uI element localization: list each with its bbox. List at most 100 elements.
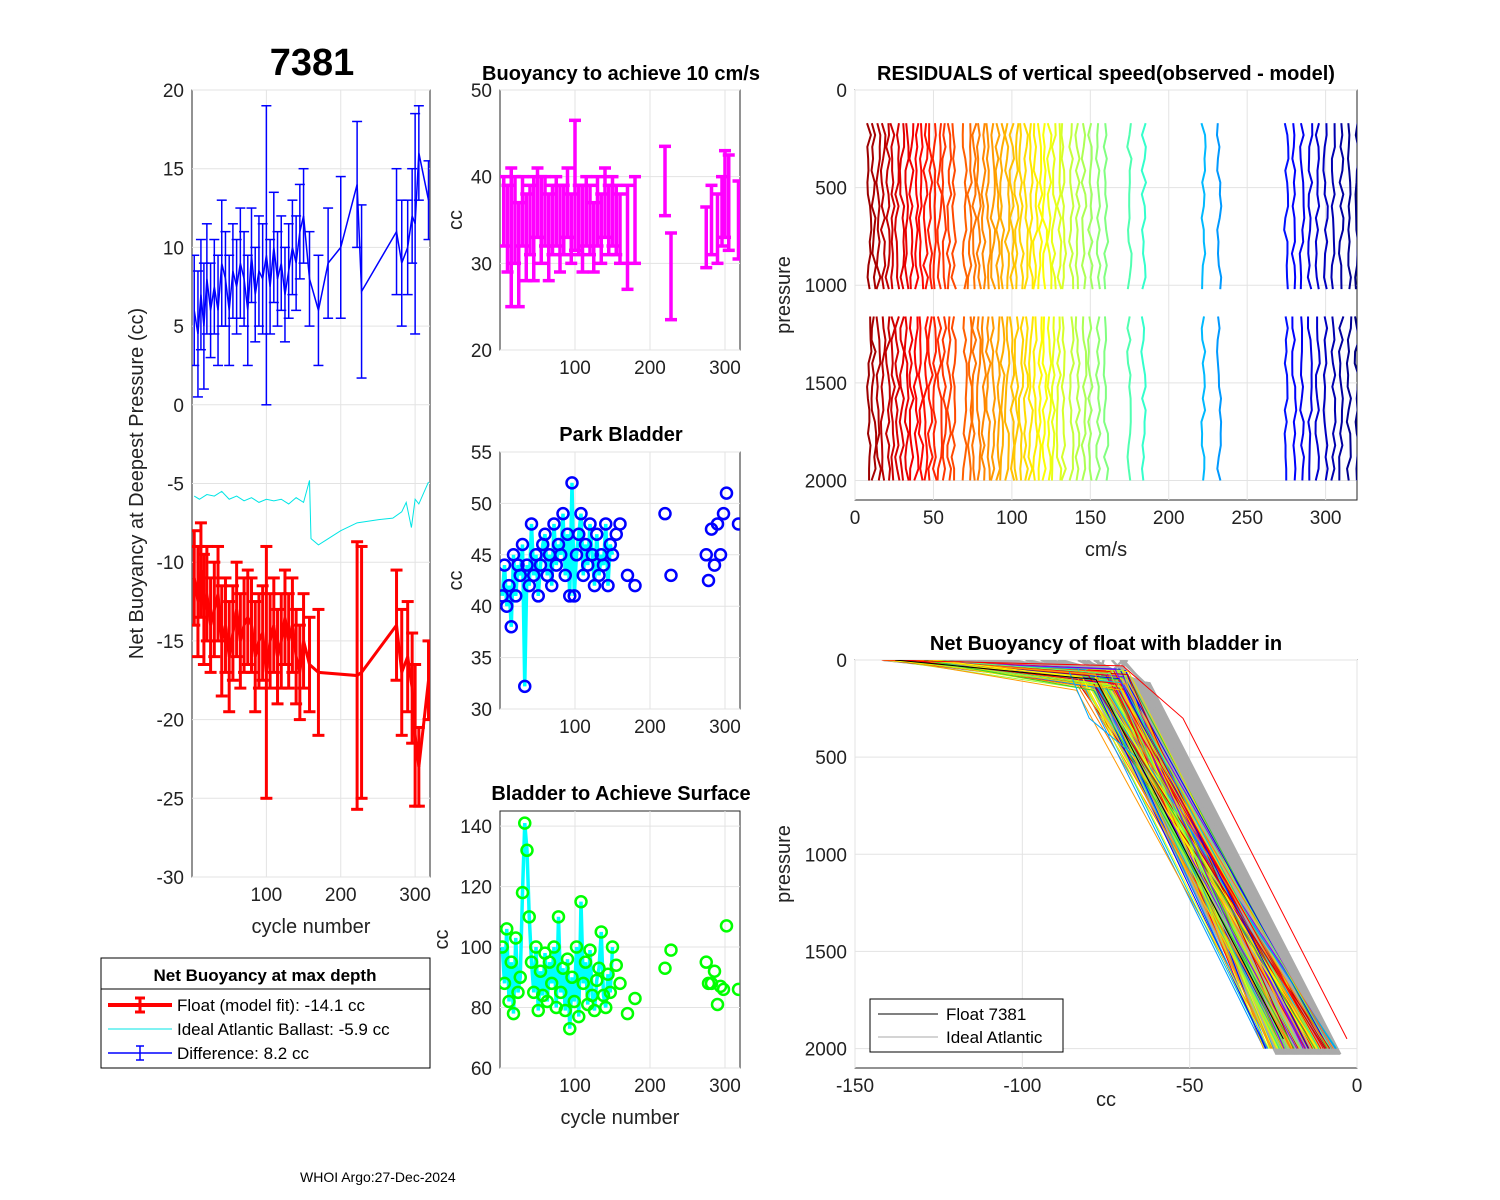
residual-trace [1032,316,1039,481]
y-tick-label: 55 [471,443,492,464]
residual-trace [1095,316,1102,481]
net-buoyancy-chart: 100 200 300 20 15 10 5 0 -5 -10 -15 -20 -25 -30 cycle … [126,81,431,938]
buoyancy-error-bar [722,153,735,253]
y-tick-label: 30 [471,700,492,721]
residual-trace [1353,316,1357,481]
residual-trace [926,316,934,481]
y-tick-label: -30 [157,868,184,889]
x-tick-label: 300 [399,885,431,906]
park-bladder-point [509,589,523,603]
residual-trace [1018,123,1025,290]
park-bladder-point [574,506,588,521]
residual-trace [1102,316,1110,481]
bladder-surface-point [513,970,527,985]
park-bladder-point [713,548,728,562]
residual-trace [1074,316,1081,481]
y-tick-label: 500 [815,179,847,200]
series-layer [500,118,740,322]
x-tick-label: 200 [1153,508,1185,529]
residual-trace [971,122,978,290]
float-id-title: 7381 [270,42,355,84]
residual-trace [1068,316,1075,481]
float-error-bar [260,544,273,800]
residual-trace [980,123,987,290]
bladder-surface-point [605,940,620,954]
difference-error-bar [298,167,309,264]
bladder-surface-point [529,940,543,954]
float-profile-outlier [881,660,1348,1040]
profile-legend: Float 7381 Ideal Atlantic [869,998,1064,1053]
y-tick-label: 120 [460,878,492,899]
x-tick-label: 300 [709,358,741,379]
legend-float-marker [108,996,172,1014]
y-tick-label: 35 [471,649,492,670]
residual-trace [1032,123,1039,290]
residual-trace [1022,316,1029,481]
residual-trace [894,316,901,481]
bladder-surface-point [590,973,604,988]
y-tick-label: 40 [471,597,492,618]
y-tick-label: 30 [471,254,492,275]
residual-trace [926,123,934,290]
residual-trace [1330,123,1336,290]
residual-trace [1126,123,1133,290]
difference-error-bar [261,104,272,406]
park-bladder-point [658,506,672,521]
residual-trace [1017,316,1025,481]
difference-error-bar [352,120,363,249]
residual-trace [875,316,882,481]
residual-trace [1314,122,1321,290]
x-tick-label: 300 [1310,508,1342,529]
bladder-surface-point [502,994,516,1009]
bladder-surface-point [531,1003,545,1018]
y-tick-label: 0 [836,81,847,102]
residual-trace [922,123,929,290]
park-bladder-point [518,679,532,694]
legend-title: Net Buoyancy at max depth [154,966,377,985]
residual-trace [1216,316,1223,481]
residual-trace [966,123,973,290]
bladder-surface-point [554,985,568,1000]
x-tick-label: 0 [1352,1076,1363,1097]
bladder-surface-point [524,955,539,969]
park-bladder-point [620,568,635,583]
y-tick-label: 40 [471,168,492,189]
y-tick-label: 45 [471,546,492,567]
bladder-surface-point [515,885,530,900]
float-profile [932,660,1270,1049]
residual-trace [1055,316,1063,481]
difference-error-bar [413,104,424,201]
y-tick-label: 500 [815,748,847,769]
park-bladder-point [524,517,539,531]
x-axis-label: cycle number [561,1107,680,1129]
bladder-surface-point [533,964,548,978]
park-bladder-point [504,620,518,634]
net-buoyancy-legend: Net Buoyancy at max depth Float (model f… [100,957,431,1069]
park-bladder-point [710,517,725,531]
bladder-surface-point [713,979,728,994]
residual-trace [976,316,982,481]
residual-trace [961,123,968,290]
residual-trace [1215,123,1223,290]
x-tick-label: 0 [850,508,861,529]
bladder-surface-point [500,940,509,954]
legend-ideal-label: Ideal Atlantic Ballast: -5.9 cc [177,1020,390,1039]
float-profile-outlier [1068,671,1137,758]
park-bladder-point [572,527,586,541]
x-axis-label: cc [1096,1089,1116,1111]
bladder-surface-point [628,991,642,1006]
residual-trace [1050,316,1056,481]
buoyancy-error-bar [732,179,740,261]
bladder-surface-point [563,1021,577,1036]
residual-trace [1080,316,1088,481]
x-tick-label: -50 [1176,1076,1203,1097]
float-error-bar [422,639,430,722]
residual-trace [1290,123,1297,290]
bladder-surface-point [710,997,725,1012]
residual-trace [898,123,906,290]
residual-trace [870,122,877,290]
footer-stamp: WHOI Argo:27-Dec-2024 [300,1169,456,1185]
residual-trace [1345,316,1353,481]
residual-trace [999,122,1006,290]
